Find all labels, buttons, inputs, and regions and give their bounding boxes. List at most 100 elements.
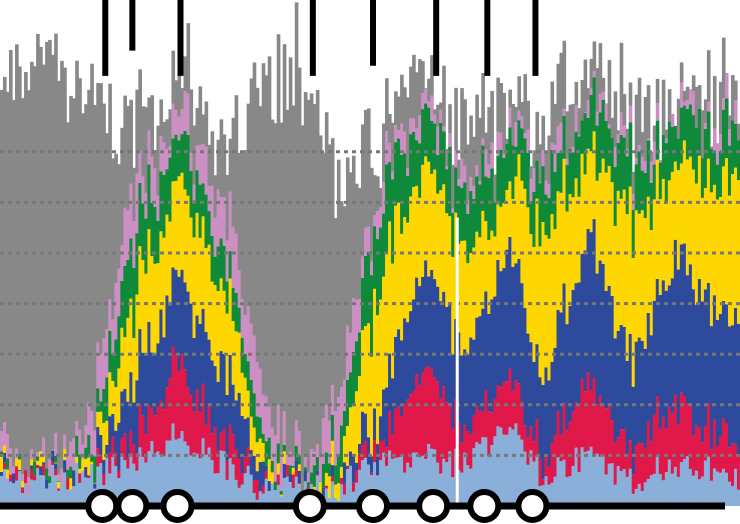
bar-segment	[87, 434, 91, 458]
bar-segment	[733, 468, 738, 506]
bar-segment	[706, 456, 711, 506]
bar-segment	[243, 456, 248, 474]
bar-segment	[391, 458, 395, 506]
bar-segment	[460, 442, 464, 473]
bar-segment	[120, 438, 124, 454]
bar-segment	[619, 42, 624, 113]
bar-segment	[607, 463, 612, 506]
bar-segment	[565, 211, 570, 325]
bar-segment	[586, 88, 591, 101]
bar-segment	[24, 469, 28, 484]
bar-segment	[487, 239, 491, 314]
bar-segment	[448, 146, 452, 217]
bar-segment	[616, 465, 621, 506]
bar-segment	[0, 456, 4, 472]
bar-segment	[685, 275, 690, 403]
bar-segment	[147, 130, 152, 165]
bar-segment	[730, 486, 735, 506]
bar-segment	[445, 166, 449, 170]
bar-segment	[520, 401, 525, 440]
bar-segment	[457, 332, 461, 423]
bar-segment	[165, 148, 170, 170]
bar-segment	[706, 282, 711, 403]
bar-segment	[664, 290, 669, 429]
bar-segment	[583, 250, 588, 392]
bar-segment	[454, 150, 458, 168]
bar-segment	[436, 154, 440, 194]
bar-segment	[730, 325, 735, 444]
bar-segment	[285, 476, 290, 506]
bar-segment	[580, 253, 585, 379]
bar-segment	[168, 305, 173, 379]
bar-segment	[99, 455, 103, 464]
bar-segment	[216, 450, 221, 474]
bar-segment	[165, 119, 170, 149]
bar-segment	[243, 314, 248, 354]
bar-segment	[433, 377, 437, 450]
bar-segment	[219, 278, 224, 352]
bar-segment	[694, 425, 699, 471]
bar-segment	[90, 63, 94, 412]
bar-segment	[427, 101, 431, 108]
bar-segment	[57, 474, 61, 481]
bar-segment	[270, 460, 275, 473]
bar-segment	[577, 403, 582, 472]
bar-segment	[457, 422, 461, 471]
bar-segment	[306, 472, 311, 483]
bar-segment	[721, 418, 726, 469]
bar-segment	[297, 464, 302, 471]
bar-segment	[643, 348, 648, 449]
bar-segment	[99, 401, 103, 412]
bar-segment	[571, 289, 576, 412]
bar-segment	[727, 145, 732, 196]
bar-segment	[721, 468, 726, 506]
bar-segment	[604, 172, 609, 292]
bar-segment	[291, 474, 296, 488]
bar-segment	[445, 306, 449, 403]
bar-segment	[132, 402, 136, 445]
bar-segment	[225, 281, 230, 314]
baseline-marker	[356, 489, 391, 523]
bar-segment	[273, 490, 278, 506]
bar-segment	[177, 438, 182, 506]
bar-segment	[451, 429, 455, 478]
bar-segment	[276, 484, 281, 506]
bar-segment	[357, 443, 362, 454]
bar-segment	[273, 123, 278, 436]
bar-segment	[168, 378, 173, 441]
bar-segment	[75, 456, 79, 463]
bar-segment	[171, 346, 176, 424]
bar-segment	[556, 457, 561, 506]
bar-segment	[421, 164, 425, 277]
bar-segment	[547, 135, 552, 185]
bar-segment	[213, 175, 218, 218]
bar-segment	[129, 183, 133, 239]
bar-segment	[523, 425, 528, 452]
bar-segment	[415, 185, 419, 278]
bar-segment	[33, 66, 37, 462]
bar-segment	[451, 164, 455, 209]
bar-segment	[589, 88, 594, 96]
bar-segment	[688, 89, 693, 105]
bar-segment	[610, 295, 615, 421]
bar-segment	[694, 183, 699, 305]
bar-segment	[679, 163, 684, 245]
bar-segment	[697, 108, 702, 156]
bar-segment	[60, 60, 64, 469]
bar-segment	[592, 77, 597, 132]
bar-segment	[520, 439, 525, 506]
bar-segment	[550, 482, 555, 506]
bar-segment	[688, 156, 693, 265]
bar-segment	[276, 443, 281, 464]
bar-segment	[48, 459, 52, 477]
bar-segment	[225, 479, 230, 506]
bar-segment	[715, 143, 720, 165]
bar-segment	[36, 465, 40, 469]
bar-segment	[526, 100, 531, 130]
bar-segment	[463, 349, 467, 426]
bar-segment	[120, 391, 124, 439]
bar-segment	[42, 64, 46, 438]
bar-segment	[655, 159, 660, 279]
bar-segment	[424, 260, 428, 368]
bar-segment	[568, 194, 573, 306]
